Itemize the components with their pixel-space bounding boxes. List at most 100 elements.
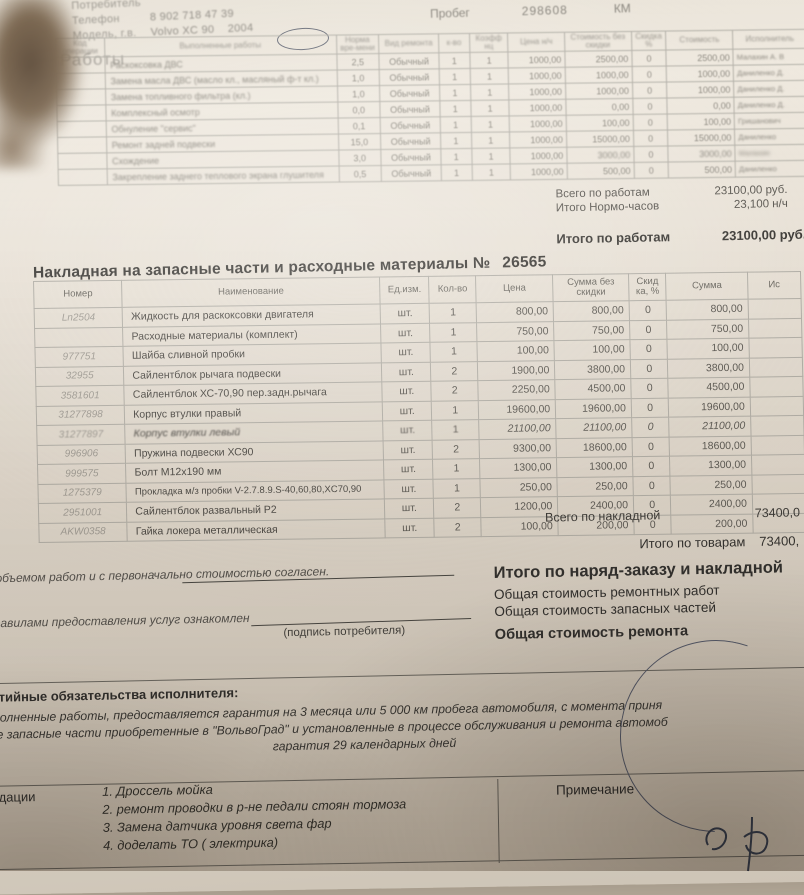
summary-label: Общая стоимость ремонтных работ <box>493 582 720 602</box>
work-kind: Обычный <box>379 69 440 86</box>
part-performer <box>749 376 804 397</box>
part-number: 31277898 <box>36 404 125 426</box>
work-discount: 0 <box>632 98 668 115</box>
part-performer <box>748 337 803 358</box>
work-discount: 0 <box>632 114 668 131</box>
list-item: 4. доделать ТО ( электрика) <box>102 834 279 853</box>
works-total-row: Итого Нормо-часов 23,100 н/ч <box>556 198 788 214</box>
work-performer: Даниленко Д. <box>733 64 804 82</box>
part-qty: 2 <box>431 380 479 401</box>
part-unit: шт. <box>380 322 431 343</box>
part-discount: 0 <box>629 319 668 340</box>
work-coef: 1 <box>471 132 511 149</box>
pen-signature <box>705 816 769 872</box>
part-number <box>34 326 124 348</box>
part-discount: 0 <box>630 378 669 399</box>
part-unit: шт. <box>383 439 433 460</box>
work-price: 1000,00 <box>509 131 567 149</box>
notes-label: Примечание <box>555 781 635 798</box>
work-price: 1000,00 <box>510 147 567 165</box>
work-price: 1000,00 <box>508 51 565 69</box>
works-col-discount: Скидка % <box>631 31 667 51</box>
summary-label: Общая стоимость ремонта <box>494 623 689 643</box>
list-item: 2. ремонт проводки в р-не педали стоян т… <box>102 796 407 817</box>
summary-row-total: Общая стоимость ремонта 96500 <box>495 620 804 643</box>
part-sum-nodiscount: 21100,00 <box>555 417 633 439</box>
parts-col-sum-nodiscount: Сумма без скидки <box>552 273 630 302</box>
part-performer <box>751 454 804 475</box>
part-number: 32955 <box>35 365 125 387</box>
part-discount: 0 <box>631 397 670 418</box>
work-sum-nodiscount: 0,00 <box>565 98 633 116</box>
part-unit: шт. <box>384 498 435 519</box>
work-cost: 1000,00 <box>666 65 734 83</box>
works-col-price: Цена н/ч <box>507 32 565 53</box>
part-performer <box>750 434 804 456</box>
mileage-unit: КМ <box>613 1 631 16</box>
part-qty: 2 <box>430 361 478 382</box>
list-item: 1. Дроссель мойка <box>101 781 213 799</box>
work-kind: Обычный <box>380 149 441 166</box>
work-kind: Обычный <box>380 117 441 134</box>
works-total-label: Итого Нормо-часов <box>555 200 660 215</box>
work-price: 1000,00 <box>510 163 568 181</box>
work-norm: 15,0 <box>338 133 381 151</box>
work-qty: 1 <box>439 68 471 86</box>
work-sum-nodiscount: 1000,00 <box>565 82 633 100</box>
part-name: Корпус втулки левый <box>124 420 384 444</box>
part-qty: 1 <box>431 400 479 421</box>
work-sum-nodiscount: 1000,00 <box>564 66 633 84</box>
part-sum-nodiscount: 19600,00 <box>555 398 632 419</box>
part-discount: 0 <box>632 436 670 457</box>
part-unit: шт. <box>384 517 435 538</box>
part-sum-nodiscount: 800,00 <box>553 300 630 322</box>
work-performer: Даниленко Д. <box>734 96 804 114</box>
signature-caption: (подпись потребителя) <box>283 624 406 640</box>
part-unit: шт. <box>381 342 431 363</box>
part-number: 3581601 <box>35 385 125 406</box>
work-norm: 0,5 <box>338 165 382 183</box>
mileage-block: Пробег 298608 КМ <box>430 1 631 21</box>
part-discount: 0 <box>630 358 669 379</box>
work-coef: 1 <box>469 52 509 69</box>
part-price: 100,00 <box>477 340 555 362</box>
recommendations-list: 1. Дроссель мойка 2. ремонт проводки в р… <box>102 778 407 856</box>
works-grand-total-value: 23100,00 руб. <box>721 226 804 244</box>
part-unit: шт. <box>383 459 434 480</box>
part-sum: 750,00 <box>666 318 749 340</box>
part-qty: 1 <box>429 322 478 343</box>
part-performer <box>751 473 804 495</box>
part-number: Ln2504 <box>34 307 123 328</box>
mileage-value: 298608 <box>521 2 568 19</box>
part-sum: 19600,00 <box>668 396 751 418</box>
works-totals: Всего по работам 23100,00 руб. Итого Нор… <box>555 184 804 249</box>
part-discount: 0 <box>629 339 668 360</box>
recommendations-label: ендации <box>0 789 36 805</box>
part-unit: шт. <box>381 361 432 382</box>
parts-grand-total-value: 73400, <box>759 533 800 549</box>
part-qty: 2 <box>433 497 481 518</box>
work-sum-nodiscount: 500,00 <box>566 162 635 180</box>
parts-col-number: Номер <box>33 280 123 309</box>
works-total-label: Всего по работам <box>555 186 650 201</box>
divider-line-vertical <box>497 778 500 864</box>
work-qty: 1 <box>439 84 471 102</box>
work-discount: 0 <box>633 162 669 179</box>
part-discount: 0 <box>632 456 671 477</box>
work-kind: Обычный <box>378 53 440 70</box>
header-field-value: 8 902 718 47 39 <box>149 7 235 24</box>
works-grand-total-row: Итого по работам 23100,00 руб. <box>556 227 804 247</box>
works-col-cost: Стоимость <box>665 30 734 51</box>
work-discount: 0 <box>631 66 667 83</box>
parts-col-unit: Ед.изм. <box>379 276 430 304</box>
parts-invoice-number: 26565 <box>502 253 547 272</box>
work-performer: Малахин А. В <box>733 48 804 66</box>
part-sum-nodiscount: 4500,00 <box>555 378 632 400</box>
part-sum-nodiscount: 3800,00 <box>554 359 631 380</box>
repair-order-document: Потребитель Телефон8 902 718 47 39 Модел… <box>0 0 804 872</box>
list-item: 3. Замена датчика уровня света фар <box>102 815 332 835</box>
work-performer: Даниленко <box>735 160 804 178</box>
part-performer <box>750 395 804 417</box>
parts-grand-total-label: Итого по товарам <box>639 534 746 552</box>
part-price: 19600,00 <box>478 399 556 420</box>
